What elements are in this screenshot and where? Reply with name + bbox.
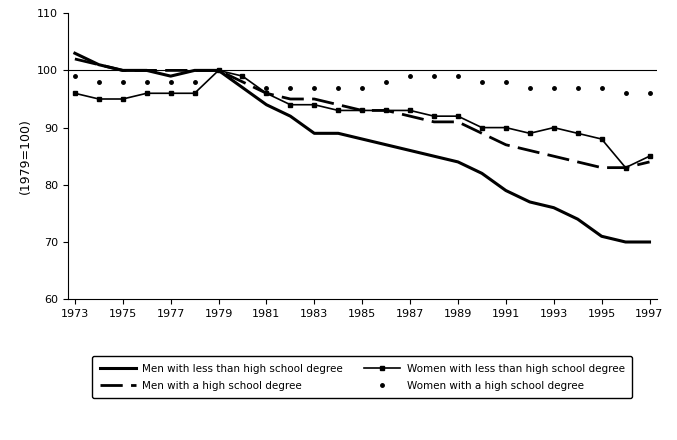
Y-axis label: (1979=100): (1979=100) [18, 118, 31, 194]
Legend: Men with less than high school degree, Men with a high school degree, Women with: Men with less than high school degree, M… [92, 356, 632, 399]
